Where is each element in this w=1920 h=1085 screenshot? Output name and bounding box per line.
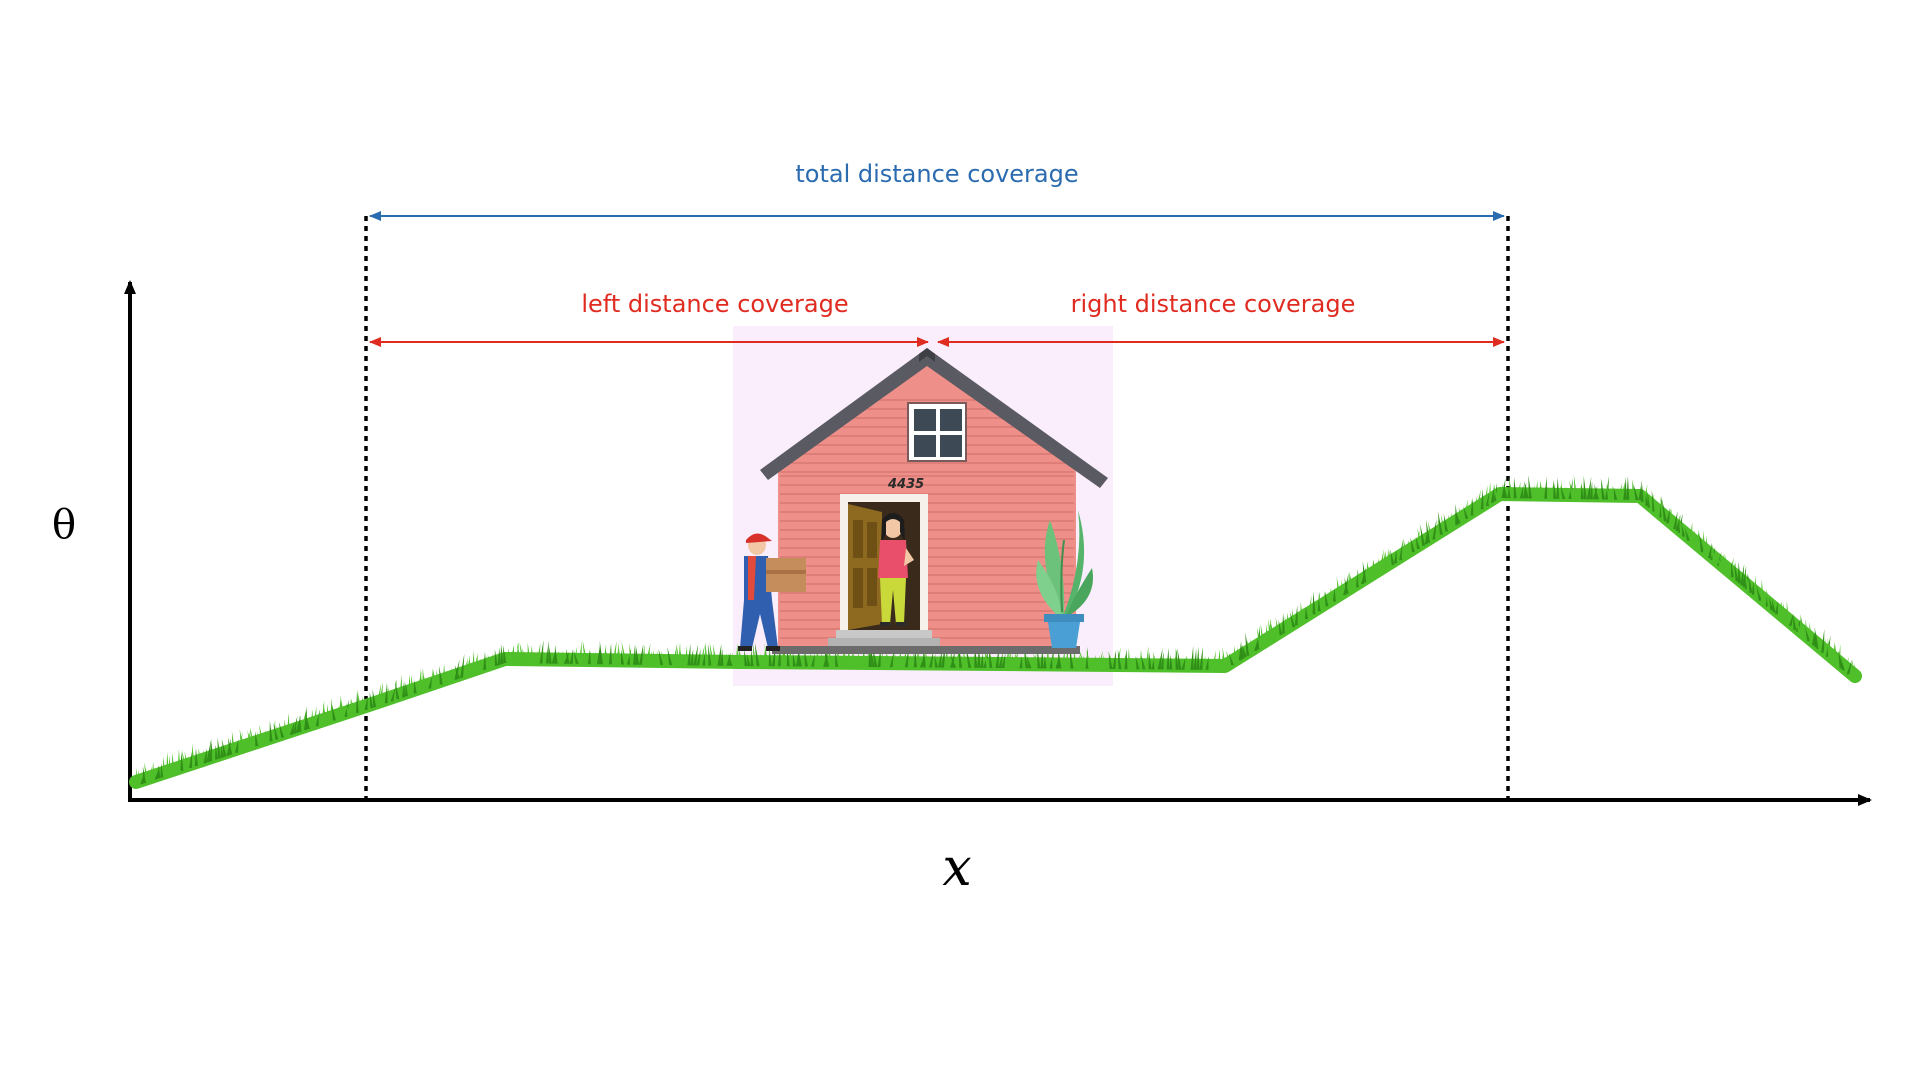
delivery-person-icon — [738, 533, 806, 651]
grass-terrain — [129, 475, 1862, 789]
house-icon: 4435 — [760, 348, 1108, 654]
left-coverage-label: left distance coverage — [581, 290, 848, 318]
right-coverage-label: right distance coverage — [1071, 290, 1356, 318]
potted-plant-icon — [1036, 510, 1093, 648]
x-axis-label: x — [942, 838, 971, 898]
house-number: 4435 — [887, 477, 924, 492]
y-axis-label: θ — [52, 502, 76, 548]
customer-icon — [878, 513, 914, 626]
total-coverage-label: total distance coverage — [795, 160, 1078, 188]
